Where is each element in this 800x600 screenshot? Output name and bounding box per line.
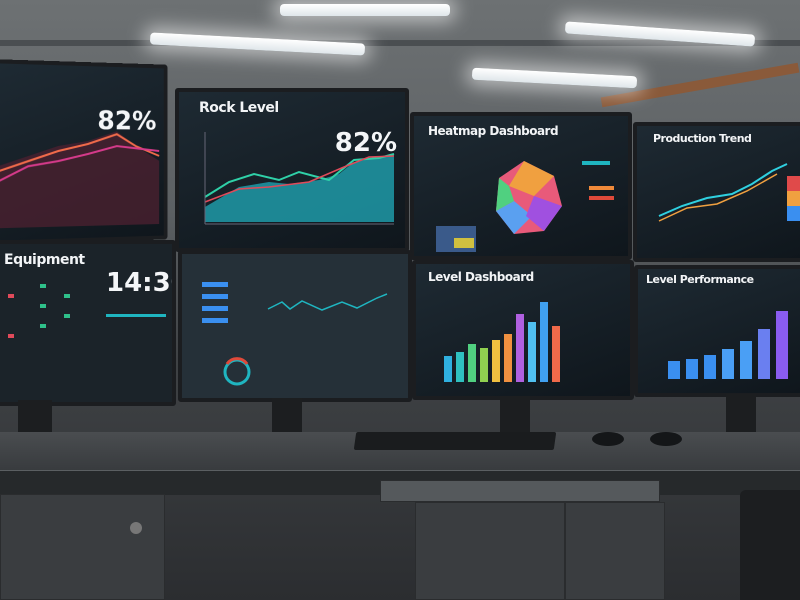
monitor-bottom-left: Equipment 14:30 <box>0 240 176 406</box>
screen-title: Heatmap Dashboard <box>428 124 559 138</box>
screen-title: Rock Level <box>199 100 279 116</box>
desk-cabinet <box>0 494 165 600</box>
desk-cabinet <box>415 502 565 600</box>
screen-title: Production Trend <box>653 132 752 145</box>
mouse[interactable] <box>592 432 624 446</box>
bars <box>444 302 560 382</box>
screen-title: Equipment <box>4 252 85 268</box>
kpi-value: 82% <box>334 128 397 158</box>
line-chart <box>0 63 164 229</box>
monitor-top-right: Production Trend <box>633 122 800 262</box>
ceiling-light <box>280 4 450 16</box>
desk-drawer[interactable] <box>380 480 660 502</box>
monitor-top-center-right: Heatmap Dashboard <box>410 112 632 260</box>
status-table <box>8 284 166 338</box>
mouse[interactable] <box>650 432 682 446</box>
monitor-bottom-right: Level Performance <box>634 265 800 397</box>
cabinet-lock <box>130 522 142 534</box>
bar-chart <box>668 311 788 379</box>
monitor-stand <box>726 394 756 438</box>
keyboard[interactable] <box>353 432 557 450</box>
polygon-heatmap <box>436 161 614 252</box>
desk-cabinet <box>565 502 665 600</box>
dashboard-panels <box>202 282 388 386</box>
monitor-top-center-left: Rock Level 82% <box>175 88 409 252</box>
ceiling-beam <box>0 40 800 46</box>
screen-title: Level Dashboard <box>428 270 534 284</box>
area-chart <box>204 132 395 225</box>
office-chair <box>740 490 800 600</box>
clock-value: 14:30 <box>106 268 172 298</box>
monitor-stand <box>500 396 530 436</box>
line-chart <box>658 163 800 222</box>
monitor-top-left: 82% <box>0 59 168 245</box>
monitor-bottom-center-right: Level Dashboard <box>412 260 634 400</box>
screen-title: Level Performance <box>646 273 754 286</box>
bar-chart <box>444 302 560 382</box>
monitor-bottom-center-left <box>178 250 412 402</box>
